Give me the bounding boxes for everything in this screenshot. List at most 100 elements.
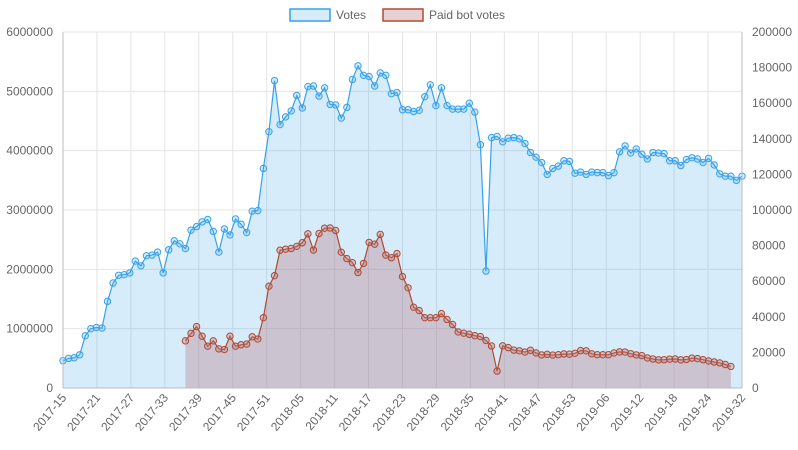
paid-bot-votes-point: [304, 230, 312, 238]
y-left-tick-label: 1000000: [6, 322, 53, 336]
votes-point: [114, 271, 123, 279]
y-right-tick-label: 200000: [752, 25, 792, 39]
y-right-tick-label: 20000: [752, 345, 786, 359]
series-points: [59, 62, 746, 375]
paid-bot-votes-point: [693, 354, 702, 363]
paid-bot-votes-point: [682, 355, 691, 364]
votes-point: [465, 99, 473, 107]
votes-point: [309, 82, 318, 90]
paid-bot-votes-point: [654, 356, 663, 364]
votes-point: [293, 91, 301, 100]
votes-point: [688, 154, 696, 162]
paid-bot-votes-point: [265, 282, 273, 290]
legend-item-votes: Votes: [289, 8, 366, 22]
votes-point: [704, 154, 713, 163]
paid-bot-votes-point: [454, 328, 462, 336]
paid-bot-votes-point: [359, 259, 368, 268]
paid-bot-votes-point: [727, 362, 735, 371]
paid-bot-votes-point: [710, 358, 718, 366]
paid-bot-votes-point: [437, 309, 446, 318]
votes-point: [131, 257, 140, 265]
votes-point: [498, 138, 507, 146]
paid-bot-votes-point: [348, 258, 357, 267]
x-tick-label: 2017-33: [132, 391, 171, 434]
paid-bot-votes-point: [610, 349, 618, 357]
legend-item-paid-bot-votes: Paid bot votes: [382, 8, 505, 22]
x-tick-label: 2018-53: [540, 391, 579, 434]
votes-point: [348, 75, 357, 84]
votes-point: [170, 237, 179, 245]
votes-point: [409, 107, 418, 116]
x-tick-label: 2017-39: [166, 391, 205, 434]
votes-point: [454, 105, 462, 113]
x-tick-label: 2019-32: [709, 391, 748, 434]
paid-bot-votes-point: [298, 239, 307, 247]
paid-bot-votes-point: [487, 342, 496, 350]
votes-point: [165, 246, 173, 254]
votes-point: [220, 225, 229, 233]
paid-bot-votes-point: [588, 350, 596, 358]
votes-point: [471, 108, 479, 116]
paid-bot-votes-point: [632, 351, 640, 359]
x-tick-label: 2019-24: [675, 391, 714, 434]
paid-bot-votes-point: [510, 346, 518, 354]
votes-point: [359, 71, 368, 80]
votes-point: [254, 206, 262, 215]
paid-bot-votes-point: [448, 320, 457, 329]
paid-bot-votes-point: [582, 347, 590, 355]
paid-bot-votes-point: [220, 345, 229, 354]
paid-bot-votes-point: [549, 351, 557, 359]
votes-point: [677, 161, 685, 170]
paid-bot-votes-point: [615, 348, 624, 356]
paid-bot-votes-point: [660, 356, 668, 364]
series-areas: [63, 65, 742, 388]
paid-bot-votes-point: [465, 330, 473, 338]
x-tick-label: 2018-29: [404, 391, 443, 434]
paid-bot-votes-point: [443, 315, 451, 324]
votes-point: [215, 248, 223, 256]
votes-point: [109, 279, 117, 287]
paid-bot-votes-point: [421, 313, 429, 322]
votes-point: [332, 101, 340, 109]
votes-point: [621, 142, 629, 150]
votes-point: [209, 227, 217, 236]
x-tick-label: 2018-17: [336, 391, 375, 434]
y-right-tick-label: 140000: [752, 132, 792, 146]
paid-bot-votes-point: [215, 345, 223, 353]
paid-bot-votes-point: [259, 313, 268, 322]
paid-bot-votes-point: [332, 226, 340, 235]
votes-point: [426, 81, 435, 89]
x-tick-label: 2017-51: [234, 391, 273, 434]
votes-point: [532, 153, 540, 161]
paid-bot-votes-point: [343, 254, 351, 263]
paid-bot-votes-point: [576, 346, 585, 355]
x-tick-label: 2019-12: [607, 391, 646, 434]
paid-bot-votes-point: [565, 350, 574, 358]
paid-bot-votes-point: [370, 240, 379, 248]
paid-bot-votes-point: [415, 306, 423, 315]
paid-bot-votes-point: [209, 337, 217, 345]
votes-point: [276, 120, 284, 129]
paid-bot-votes-area: [185, 227, 731, 388]
paid-bot-votes-point: [237, 341, 245, 349]
votes-point: [521, 139, 529, 148]
y-left-tick-label: 3000000: [6, 203, 53, 217]
votes-point: [699, 158, 707, 167]
votes-point: [337, 114, 345, 122]
y-right-tick-label: 0: [752, 381, 759, 395]
votes-point: [448, 105, 457, 113]
votes-point: [248, 207, 256, 215]
paid-bot-votes-point: [404, 284, 412, 292]
votes-point: [660, 149, 668, 158]
y-left-tick-label: 4000000: [6, 144, 53, 158]
votes-point: [304, 82, 312, 91]
x-tick-label: 2018-41: [472, 391, 511, 434]
y-right-tick-label: 120000: [752, 167, 792, 181]
paid-bot-votes-point: [471, 331, 479, 340]
votes-point: [515, 135, 524, 143]
votes-point: [565, 157, 574, 166]
paid-bot-votes-point: [409, 303, 418, 311]
paid-bot-votes-point: [198, 332, 206, 340]
paid-bot-votes-point: [515, 347, 524, 355]
